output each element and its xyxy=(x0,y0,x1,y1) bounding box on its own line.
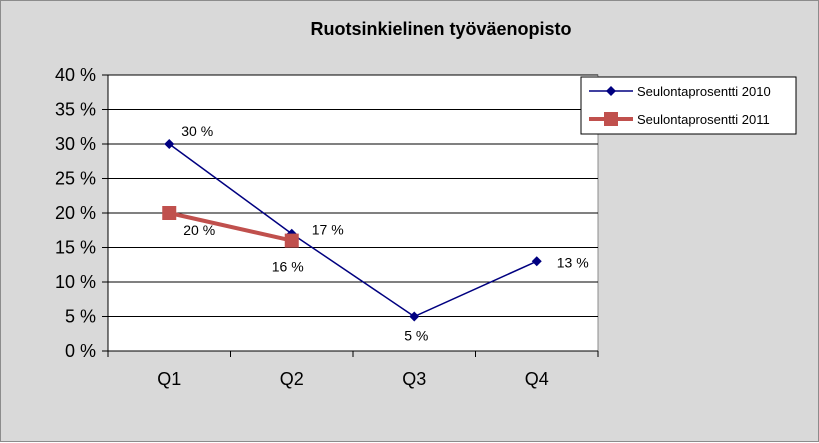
x-tick-label: Q4 xyxy=(525,369,549,389)
series-2 xyxy=(162,206,299,248)
chart-title: Ruotsinkielinen työväenopisto xyxy=(310,19,571,39)
data-point xyxy=(409,311,420,322)
data-point xyxy=(162,206,177,220)
y-tick-label: 5 % xyxy=(65,307,96,327)
data-labels: 30 % 17 % 5 % 13 % 20 % 16 % xyxy=(181,123,588,344)
data-label: 30 % xyxy=(181,123,213,139)
axes: 0 % 5 % 10 % 15 % 20 % 25 % 30 % 35 % 40 % Q1 Q2 Q3… xyxy=(55,65,599,389)
y-tick-label: 15 % xyxy=(55,238,96,258)
y-tick-label: 30 % xyxy=(55,134,96,154)
y-tick-label: 10 % xyxy=(55,272,96,292)
legend-label: Seulontaprosentti 2011 xyxy=(637,112,770,127)
data-label: 20 % xyxy=(183,222,215,238)
series-layer xyxy=(162,139,542,322)
data-label: 17 % xyxy=(312,222,344,238)
data-label: 16 % xyxy=(272,259,304,275)
data-point xyxy=(604,112,618,126)
data-point xyxy=(284,233,299,248)
x-tick-label: Q3 xyxy=(402,369,426,389)
data-point xyxy=(164,139,175,149)
y-tick-label: 35 % xyxy=(55,100,96,120)
data-label: 5 % xyxy=(404,328,428,344)
gridlines xyxy=(108,74,598,317)
data-point xyxy=(606,86,616,96)
x-tick-label: Q1 xyxy=(157,369,181,389)
legend-items: Seulontaprosentti 2010 Seulontaprosentti … xyxy=(589,84,771,127)
data-point xyxy=(531,256,542,267)
data-label: 13 % xyxy=(557,254,589,270)
y-tick-label: 0 % xyxy=(65,341,96,361)
series-line xyxy=(168,143,538,318)
y-tick-label: 40 % xyxy=(55,65,96,85)
y-tick-label: 20 % xyxy=(55,203,96,223)
y-tick-label: 25 % xyxy=(55,169,96,189)
legend-label: Seulontaprosentti 2010 xyxy=(637,84,771,99)
x-tick-label: Q2 xyxy=(280,369,304,389)
legend: Seulontaprosentti 2010 Seulontaprosentti … xyxy=(580,76,797,135)
series-line xyxy=(168,211,293,243)
